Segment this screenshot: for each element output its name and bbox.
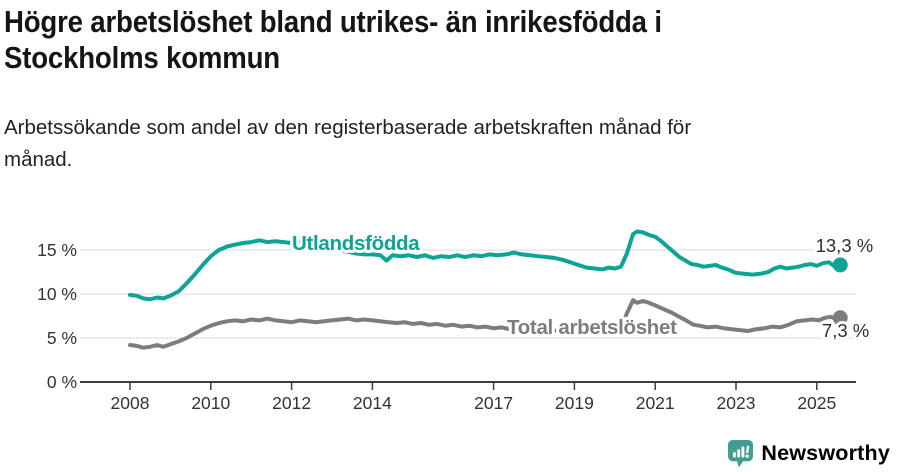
exclamation-mark <box>746 445 750 453</box>
newsworthy-icon <box>728 439 754 467</box>
chart-subtitle: Arbetssökande som andel av den registerb… <box>4 116 692 171</box>
series-label-total: Total arbetslöshet <box>507 316 677 339</box>
series-line-total <box>128 298 843 350</box>
x-tick-label: 2008 <box>111 393 150 413</box>
exclamation-dot <box>745 454 750 458</box>
chart-title: Högre arbetslöshet bland utrikes- än inr… <box>4 4 662 75</box>
newsworthy-logo: Newsworthy <box>727 438 890 468</box>
y-tick-label: 15 % <box>37 240 77 260</box>
bar-1 <box>733 451 737 458</box>
end-value-label-total: 7,3 % <box>822 320 869 341</box>
bar-3 <box>741 445 745 458</box>
speech-bubble-shape <box>728 439 754 467</box>
y-tick-label: 10 % <box>37 284 77 304</box>
series-label-utlandsfodda: Utlandsfödda <box>292 232 420 255</box>
end-value-label-utlandsfodda: 13,3 % <box>816 235 874 256</box>
x-tick-label: 2019 <box>555 393 594 413</box>
series-end-dot-utlandsfodda <box>832 257 848 273</box>
y-tick-label: 0 % <box>47 372 77 392</box>
x-tick-label: 2014 <box>353 393 392 413</box>
bar-2 <box>737 448 741 458</box>
newsworthy-wordmark: Newsworthy <box>761 440 890 465</box>
x-tick-label: 2025 <box>797 393 836 413</box>
x-tick-label: 2021 <box>636 393 675 413</box>
x-tick-label: 2017 <box>474 393 513 413</box>
series-end-dot-total <box>832 310 848 326</box>
x-tick-label: 2023 <box>717 393 756 413</box>
series-line-utlandsfodda <box>128 229 843 302</box>
x-tick-label: 2012 <box>272 393 311 413</box>
x-tick-label: 2010 <box>191 393 230 413</box>
y-tick-label: 5 % <box>47 328 77 348</box>
